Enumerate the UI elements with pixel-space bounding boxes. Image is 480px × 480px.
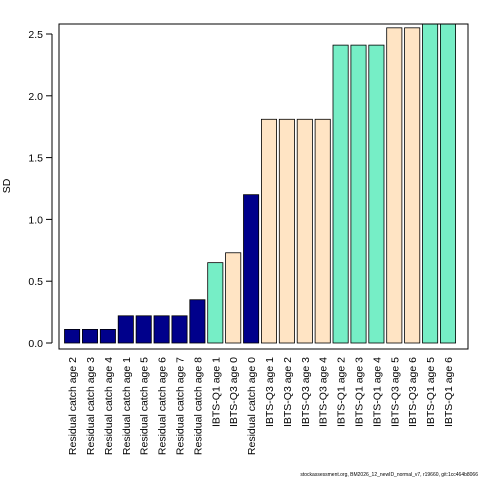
bar <box>99 329 116 344</box>
plot-frame <box>58 23 469 350</box>
bar <box>332 44 349 344</box>
bar <box>278 118 295 344</box>
bar <box>189 299 206 344</box>
bar <box>260 118 277 344</box>
y-tick-label: 0.5 <box>28 276 43 288</box>
y-tick-label: 1.0 <box>28 214 43 226</box>
bars-group <box>64 23 456 344</box>
x-tick-label: IBTS-Q1 age 6 <box>443 357 455 427</box>
bar <box>439 23 456 344</box>
x-tick-label: Residual catch age 7 <box>175 357 187 455</box>
bar <box>207 262 224 344</box>
x-tick-label: Residual catch age 0 <box>246 357 258 455</box>
bar <box>404 27 421 344</box>
x-tick-label: IBTS-Q3 age 5 <box>389 357 401 427</box>
bar <box>368 44 385 344</box>
bar <box>386 27 403 344</box>
x-tick-label: IBTS-Q3 age 0 <box>228 357 240 427</box>
x-tick-label: IBTS-Q3 age 3 <box>300 357 312 427</box>
x-tick-label: IBTS-Q1 age 1 <box>210 357 222 427</box>
y-axis-label: SD <box>1 178 13 193</box>
bar <box>82 329 99 344</box>
bar <box>171 315 188 344</box>
x-axis-labels: Residual catch age 2 Residual catch age 3… <box>67 357 455 455</box>
bar <box>153 315 170 344</box>
x-tick-label: Residual catch age 4 <box>103 357 115 455</box>
bar <box>422 23 439 344</box>
x-tick-label: Residual catch age 6 <box>157 357 169 455</box>
x-tick-label: IBTS-Q1 age 2 <box>336 357 348 427</box>
bar <box>350 44 367 344</box>
y-tick-label: 1.5 <box>28 153 43 165</box>
bar <box>243 194 260 344</box>
y-tick-label: 2.5 <box>28 29 43 41</box>
x-tick-label: IBTS-Q1 age 4 <box>371 357 383 427</box>
x-tick-label: Residual catch age 2 <box>67 357 79 455</box>
x-tick-label: Residual catch age 8 <box>192 357 204 455</box>
x-tick-label: IBTS-Q3 age 6 <box>407 357 419 427</box>
x-tick-label: IBTS-Q3 age 4 <box>318 357 330 427</box>
bar <box>135 315 152 344</box>
x-tick-label: IBTS-Q1 age 3 <box>354 357 366 427</box>
x-tick-label: Residual catch age 3 <box>85 357 97 455</box>
x-tick-label: IBTS-Q1 age 5 <box>425 357 437 427</box>
x-tick-label: IBTS-Q3 age 1 <box>264 357 276 427</box>
bar <box>117 315 134 344</box>
footer-note: stockassessment.org, BM2026_12_newID_nor… <box>300 472 478 478</box>
bar <box>296 118 313 344</box>
x-tick-label: Residual catch age 5 <box>139 357 151 455</box>
x-tick-label: IBTS-Q3 age 2 <box>282 357 294 427</box>
bar <box>64 329 81 344</box>
x-tick-label: Residual catch age 1 <box>121 357 133 455</box>
bar <box>314 118 331 344</box>
y-tick-label: 2.0 <box>28 91 43 103</box>
y-tick-label: 0.0 <box>28 338 43 350</box>
y-axis: 0.0 0.5 1.0 1.5 2.0 2.5 <box>28 29 53 350</box>
bar <box>225 252 242 344</box>
